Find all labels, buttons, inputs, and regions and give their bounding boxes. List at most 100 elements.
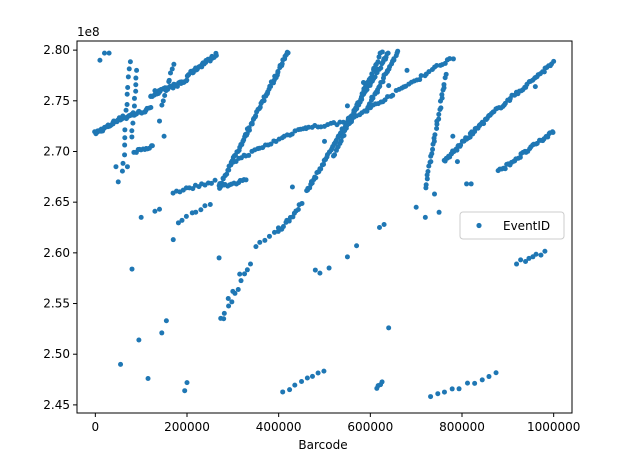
data-point (441, 82, 447, 88)
data-point (127, 59, 133, 65)
data-point (120, 160, 126, 166)
data-point (481, 121, 487, 127)
data-point (208, 180, 214, 186)
data-point (357, 99, 363, 105)
data-point (198, 207, 204, 213)
data-point (119, 168, 125, 174)
data-point (456, 386, 462, 392)
data-point (134, 67, 140, 73)
data-point (428, 159, 434, 165)
data-point (164, 85, 170, 91)
data-point (423, 182, 429, 188)
data-point (426, 163, 432, 169)
y-tick-label: 2.45 (43, 398, 70, 412)
data-point (292, 382, 298, 388)
y-tick-label: 2.75 (43, 94, 70, 108)
data-point (115, 179, 121, 185)
data-point (125, 74, 131, 80)
data-point (179, 217, 185, 223)
data-point (170, 237, 176, 243)
data-point (523, 258, 529, 264)
data-point (551, 58, 557, 64)
data-point (118, 361, 124, 367)
data-point (432, 191, 437, 197)
data-point (120, 113, 126, 119)
data-point (207, 202, 213, 208)
data-point (375, 59, 381, 65)
data-point (237, 271, 243, 277)
data-point (261, 98, 267, 104)
data-point (133, 82, 139, 88)
data-point (312, 267, 318, 273)
data-point (436, 116, 442, 122)
data-point (193, 209, 199, 215)
data-point (526, 255, 532, 261)
data-point (439, 92, 445, 98)
data-point (159, 330, 165, 336)
data-point (184, 77, 190, 83)
data-point (386, 325, 392, 331)
data-point (129, 128, 135, 134)
data-point (441, 389, 447, 395)
x-tick-label: 1000000 (527, 420, 580, 434)
data-point (468, 181, 474, 187)
data-point (145, 376, 151, 382)
data-point (102, 50, 107, 56)
data-point (287, 387, 293, 393)
data-point (332, 152, 338, 158)
data-point (129, 134, 135, 140)
data-point (243, 177, 249, 183)
data-point (313, 175, 319, 181)
y-tick-label: 2.70 (43, 144, 70, 158)
data-point (122, 135, 128, 141)
legend-marker (476, 222, 482, 229)
data-point (434, 63, 440, 69)
data-point (148, 104, 154, 110)
data-point (221, 316, 227, 322)
data-point (226, 167, 232, 173)
y-tick-label: 2.60 (43, 246, 70, 260)
data-point (257, 104, 263, 110)
x-tick-label: 200000 (164, 420, 210, 434)
data-point (221, 310, 227, 316)
data-point (122, 152, 128, 158)
data-point (280, 389, 286, 395)
legend-label: EventID (503, 219, 550, 233)
data-point (162, 93, 168, 98)
data-point (352, 106, 358, 112)
data-point (450, 56, 456, 62)
data-point (285, 50, 291, 56)
data-point (248, 261, 253, 267)
data-point (486, 374, 492, 380)
data-point (246, 125, 252, 131)
data-point (533, 251, 539, 257)
data-point (434, 125, 440, 131)
data-point (372, 74, 378, 80)
data-point (322, 138, 327, 144)
data-point (326, 265, 332, 271)
data-point (152, 208, 158, 214)
data-point (133, 88, 139, 94)
data-point (175, 220, 181, 226)
legend[interactable]: EventID (459, 211, 565, 240)
data-point (429, 151, 435, 157)
data-point (216, 255, 222, 261)
data-point (380, 79, 386, 85)
data-point (171, 61, 177, 67)
y-tick-label: 2.80 (43, 43, 70, 57)
data-point (418, 73, 424, 79)
data-point (122, 142, 128, 148)
data-point (202, 203, 208, 209)
data-point (166, 77, 172, 83)
data-point (472, 380, 478, 386)
data-point (130, 110, 136, 116)
data-point (163, 318, 169, 324)
data-point (379, 49, 385, 55)
data-point (169, 66, 175, 72)
data-point (131, 95, 137, 101)
data-point (226, 303, 232, 309)
data-point (454, 159, 460, 165)
data-point (381, 221, 387, 227)
data-point (464, 380, 470, 386)
data-point (212, 177, 218, 183)
